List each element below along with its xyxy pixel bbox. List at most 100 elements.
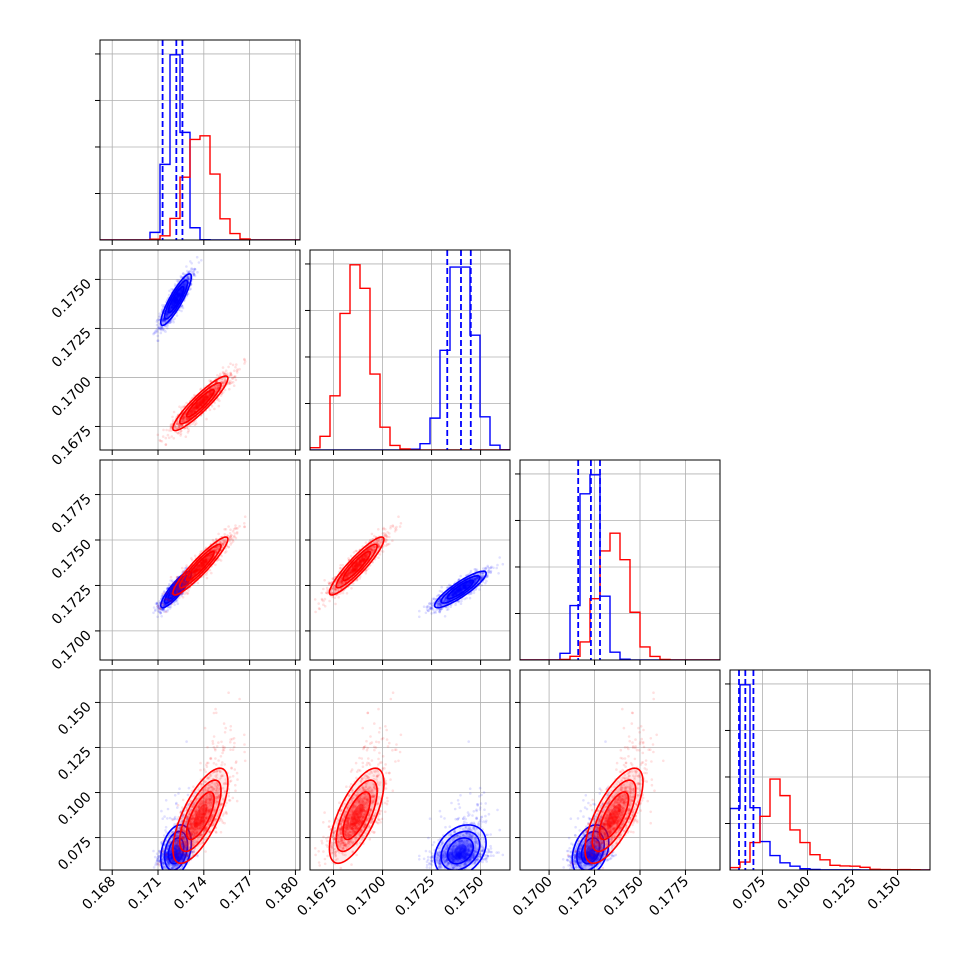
scatter-point bbox=[160, 602, 164, 605]
scatter-point bbox=[202, 400, 206, 404]
scatter-point bbox=[171, 301, 175, 304]
scatter-point bbox=[200, 565, 204, 568]
scatter-point bbox=[204, 398, 207, 401]
scatter-point bbox=[190, 557, 193, 560]
scatter-point bbox=[178, 423, 181, 427]
scatter-point bbox=[174, 590, 177, 593]
scatter-point bbox=[197, 563, 201, 567]
scatter-point bbox=[152, 331, 156, 335]
scatter-point bbox=[228, 382, 232, 386]
scatter-point bbox=[167, 429, 171, 432]
scatter-point bbox=[182, 579, 186, 583]
scatter-point bbox=[184, 590, 187, 594]
scatter-point bbox=[176, 295, 180, 298]
scatter-point bbox=[204, 557, 208, 561]
scatter-point bbox=[215, 388, 219, 392]
scatter-point bbox=[190, 409, 193, 413]
scatter-point bbox=[183, 282, 187, 286]
scatter-point bbox=[160, 607, 164, 611]
scatter-point bbox=[171, 303, 174, 307]
scatter-point bbox=[173, 299, 176, 303]
scatter-point bbox=[214, 547, 218, 551]
scatter-point bbox=[165, 312, 169, 316]
scatter-point bbox=[177, 292, 180, 296]
scatter-point bbox=[192, 573, 196, 576]
scatter-point bbox=[243, 357, 246, 361]
scatter-point bbox=[171, 303, 175, 306]
scatter-point bbox=[176, 422, 179, 426]
scatter-point bbox=[170, 304, 174, 308]
scatter-point bbox=[186, 431, 190, 434]
scatter-point bbox=[175, 297, 179, 301]
scatter-point bbox=[186, 276, 190, 279]
scatter-point bbox=[175, 586, 178, 590]
scatter-point bbox=[192, 571, 196, 575]
scatter-point bbox=[234, 536, 238, 540]
scatter-point bbox=[190, 408, 194, 412]
scatter-point bbox=[195, 568, 199, 572]
scatter-point bbox=[186, 417, 190, 421]
scatter-point bbox=[161, 603, 165, 606]
scatter-point bbox=[183, 284, 187, 288]
scatter-point bbox=[202, 397, 205, 401]
scatter-point bbox=[227, 545, 231, 549]
scatter-point bbox=[200, 399, 203, 403]
scatter-point bbox=[223, 539, 227, 542]
scatter-point bbox=[210, 391, 213, 394]
scatter-point bbox=[202, 562, 206, 565]
scatter-point bbox=[175, 587, 179, 590]
scatter-point bbox=[185, 426, 189, 429]
scatter-point bbox=[188, 412, 192, 416]
scatter-point bbox=[183, 577, 187, 581]
contour-level-2 bbox=[185, 388, 215, 418]
scatter-point bbox=[161, 319, 164, 322]
panel-plot-area bbox=[100, 40, 300, 240]
scatter-point bbox=[188, 278, 191, 281]
scatter-point bbox=[223, 528, 226, 531]
scatter-point bbox=[175, 575, 179, 579]
scatter-point bbox=[183, 285, 187, 289]
y-tick-label: 0.1750 bbox=[49, 276, 95, 322]
scatter-point bbox=[198, 401, 202, 404]
scatter-point bbox=[183, 415, 187, 419]
scatter-point bbox=[234, 375, 237, 378]
scatter-point bbox=[176, 292, 180, 296]
scatter-point bbox=[185, 426, 189, 430]
scatter-point bbox=[203, 559, 206, 563]
scatter-point bbox=[203, 395, 207, 399]
scatter-point bbox=[176, 585, 179, 588]
scatter-point bbox=[166, 608, 170, 612]
scatter-point bbox=[223, 379, 227, 383]
scatter-point bbox=[201, 400, 204, 404]
scatter-point bbox=[174, 296, 178, 299]
scatter-point bbox=[223, 551, 227, 554]
scatter-point bbox=[202, 563, 206, 567]
scatter-point bbox=[201, 564, 204, 567]
scatter-point bbox=[166, 598, 170, 602]
scatter-point bbox=[192, 570, 195, 574]
scatter-point bbox=[191, 411, 195, 414]
scatter-point bbox=[193, 267, 196, 271]
scatter-point bbox=[194, 571, 197, 574]
scatter-point bbox=[192, 570, 196, 573]
scatter-point bbox=[216, 387, 219, 391]
scatter-point bbox=[174, 297, 177, 301]
scatter-point bbox=[175, 587, 178, 591]
contour-level-2 bbox=[167, 285, 185, 314]
scatter-point bbox=[177, 279, 180, 282]
scatter-point bbox=[202, 398, 205, 401]
scatter-point bbox=[197, 403, 201, 407]
scatter-point bbox=[176, 586, 179, 589]
scatter-point bbox=[222, 381, 226, 384]
scatter-point bbox=[181, 306, 185, 310]
scatter-point bbox=[173, 297, 177, 301]
scatter-point bbox=[166, 312, 169, 316]
scatter-point bbox=[190, 572, 194, 575]
scatter-point bbox=[230, 534, 233, 537]
scatter-point bbox=[176, 585, 179, 588]
scatter-point bbox=[203, 397, 207, 401]
scatter-point bbox=[168, 582, 171, 586]
scatter-point bbox=[192, 569, 195, 573]
scatter-point bbox=[214, 387, 217, 391]
